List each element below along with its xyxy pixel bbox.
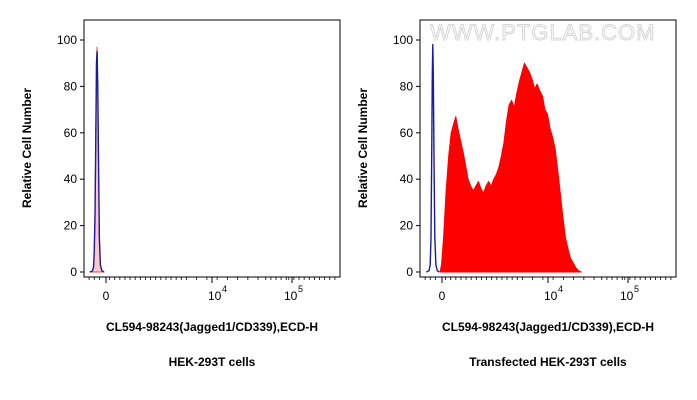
left-y-tick-label: 20 [64, 219, 78, 233]
left-x-tick-label-zero: 0 [103, 289, 110, 303]
left-plot-area [89, 46, 105, 273]
right-x-axis-title: CL594-98243(Jagged1/CD339),ECD-H [442, 320, 654, 334]
right-y-axis-title: Relative Cell Number [356, 88, 370, 208]
right-y-tick-label: 80 [400, 79, 414, 93]
left-panel: 0 20 40 60 80 100 0 10 4 10 5 Relative C… [20, 19, 341, 369]
right-plot-area [426, 43, 582, 273]
left-y-tick-label: 100 [57, 33, 77, 47]
right-x-tick-label-zero: 0 [439, 289, 446, 303]
right-x-tick-label-exponent: 5 [634, 284, 639, 294]
left-x-minor-ticks [88, 277, 336, 280]
left-x-axis-title: CL594-98243(Jagged1/CD339),ECD-H [106, 320, 318, 334]
right-y-tick-label: 20 [400, 219, 414, 233]
right-x-tick-label-base: 10 [544, 289, 558, 303]
left-x-tick-label-exponent: 5 [298, 284, 303, 294]
left-y-tick-label: 80 [64, 79, 78, 93]
right-x-tick-label-exponent: 4 [558, 284, 563, 294]
left-x-tick-label-base: 10 [208, 289, 222, 303]
right-x-minor-ticks [424, 277, 672, 280]
histogram-series-sample [89, 50, 105, 273]
left-y-axis-title: Relative Cell Number [20, 88, 34, 208]
left-x-tick-label-exponent: 4 [222, 284, 227, 294]
right-y-tick-label: 100 [393, 33, 413, 47]
watermark-text: WWW.PTGLAB.COM [430, 20, 655, 45]
right-x-tick-label-base: 10 [620, 289, 634, 303]
right-panel-caption: Transfected HEK-293T cells [469, 355, 627, 369]
right-panel: WWW.PTGLAB.COM 0 20 40 60 80 100 0 10 4 … [356, 19, 677, 369]
right-y-tick-label: 40 [400, 172, 414, 186]
histogram-series-transfected [439, 62, 582, 273]
left-y-tick-label: 0 [70, 265, 77, 279]
right-y-tick-label: 60 [400, 126, 414, 140]
left-x-tick-label-base: 10 [284, 289, 298, 303]
right-y-tick-label: 0 [406, 265, 413, 279]
left-plot-frame [83, 19, 341, 278]
left-panel-caption: HEK-293T cells [169, 355, 256, 369]
left-y-tick-label: 40 [64, 172, 78, 186]
left-y-tick-label: 60 [64, 126, 78, 140]
histogram-series-isotype-control [426, 43, 440, 273]
